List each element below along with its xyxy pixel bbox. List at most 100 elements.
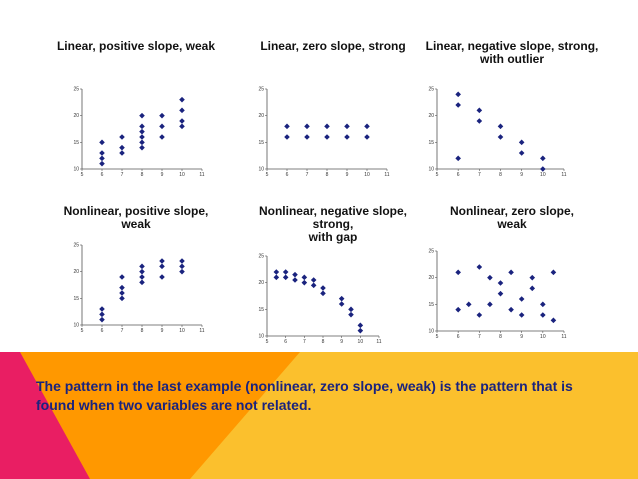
data-point — [119, 295, 125, 302]
data-point — [357, 322, 364, 329]
x-tick-label: 11 — [199, 172, 204, 178]
y-tick-label: 25 — [428, 249, 434, 255]
y-tick-label: 10 — [428, 167, 434, 173]
x-tick-label: 9 — [161, 328, 164, 334]
y-tick-label: 15 — [428, 140, 434, 146]
x-tick-label: 8 — [141, 172, 144, 178]
chart-title-2: Linear, zero slope, strong — [260, 39, 406, 53]
x-tick-label: 5 — [81, 172, 84, 178]
data-point — [159, 134, 165, 140]
x-tick-label: 11 — [199, 328, 204, 334]
data-point — [99, 316, 105, 323]
data-point — [99, 150, 105, 156]
data-point — [455, 102, 461, 108]
data-point — [364, 123, 370, 130]
data-point — [159, 123, 165, 130]
x-tick-label: 8 — [141, 328, 144, 334]
data-point — [179, 107, 185, 114]
data-point — [139, 128, 145, 135]
data-point — [159, 263, 165, 270]
scatter-chart-2: 10 15 20 25 5 6 7 8 9 10 11 — [255, 86, 393, 179]
data-point — [497, 280, 504, 286]
data-point — [119, 134, 125, 140]
x-tick-label: 5 — [266, 172, 269, 178]
data-point — [99, 306, 105, 312]
data-point — [292, 277, 298, 283]
x-tick-label: 10 — [179, 172, 185, 178]
y-tick-label: 10 — [258, 167, 264, 173]
y-tick-label: 20 — [258, 280, 264, 286]
data-point — [119, 290, 125, 296]
chart-svg: 10 15 20 25 5 6 7 8 9 10 11 — [428, 87, 566, 179]
y-tick-label: 10 — [73, 167, 79, 173]
data-point — [540, 155, 546, 162]
data-point — [273, 274, 280, 281]
data-point — [301, 279, 308, 286]
y-tick-label: 15 — [428, 302, 434, 308]
y-tick-label: 15 — [258, 140, 264, 146]
y-tick-label: 25 — [258, 254, 264, 260]
y-tick-label: 15 — [73, 140, 79, 146]
data-point — [292, 271, 298, 278]
data-point — [159, 112, 165, 119]
data-point — [540, 166, 546, 172]
data-point — [119, 284, 125, 291]
x-tick-label: 10 — [540, 334, 546, 340]
data-point — [139, 134, 145, 140]
data-point — [159, 258, 165, 264]
data-point — [99, 160, 105, 167]
x-tick-label: 5 — [266, 339, 269, 345]
x-tick-label: 8 — [326, 172, 329, 178]
x-tick-label: 9 — [340, 339, 343, 345]
data-point — [476, 118, 483, 124]
y-tick-label: 20 — [73, 113, 79, 119]
data-point — [508, 306, 514, 313]
x-tick-label: 10 — [364, 172, 370, 178]
data-point — [139, 263, 145, 270]
x-tick-label: 6 — [101, 172, 104, 178]
chart-svg: 10 15 20 25 5 6 7 8 9 10 11 — [73, 243, 204, 335]
x-tick-label: 10 — [179, 328, 185, 334]
data-point — [518, 312, 525, 318]
x-tick-label: 6 — [284, 339, 287, 345]
x-tick-label: 9 — [520, 172, 523, 178]
data-point — [455, 155, 461, 162]
data-point — [348, 311, 354, 318]
y-tick-label: 15 — [258, 307, 264, 313]
data-point — [304, 123, 310, 130]
data-point — [119, 150, 125, 156]
x-tick-label: 7 — [478, 172, 481, 178]
chart-svg: 10 15 20 25 5 6 7 8 9 10 11 — [258, 254, 381, 346]
chart-svg: 10 15 20 25 5 6 7 8 9 10 11 — [428, 249, 566, 341]
data-point — [282, 269, 289, 275]
y-tick-label: 20 — [73, 269, 79, 275]
data-point — [139, 123, 145, 130]
data-point — [139, 268, 145, 275]
x-tick-label: 11 — [376, 339, 381, 345]
x-tick-label: 6 — [457, 334, 460, 340]
data-point — [284, 134, 290, 140]
data-point — [310, 277, 317, 283]
data-point — [497, 123, 504, 130]
chart-title-5: Nonlinear, negative slope, strong, with … — [258, 204, 408, 244]
chart-title-3: Linear, negative slope, strong, with out… — [425, 39, 599, 66]
data-point — [320, 290, 326, 297]
data-point — [344, 134, 350, 140]
data-point — [282, 274, 289, 281]
data-point — [518, 139, 525, 146]
x-tick-label: 7 — [121, 328, 124, 334]
y-tick-label: 20 — [428, 275, 434, 281]
scatter-chart-5: 10 15 20 25 5 6 7 8 9 10 11 — [255, 253, 385, 346]
data-point — [139, 279, 145, 286]
x-tick-label: 11 — [561, 172, 566, 178]
data-point — [310, 282, 317, 289]
data-point — [119, 144, 125, 151]
data-point — [139, 139, 145, 146]
data-point — [139, 144, 145, 151]
x-tick-label: 10 — [358, 339, 364, 345]
scatter-chart-4: 10 15 20 25 5 6 7 8 9 10 11 — [70, 242, 208, 335]
x-tick-label: 8 — [322, 339, 325, 345]
data-point — [357, 327, 364, 334]
data-point — [455, 269, 461, 276]
data-point — [497, 290, 504, 297]
